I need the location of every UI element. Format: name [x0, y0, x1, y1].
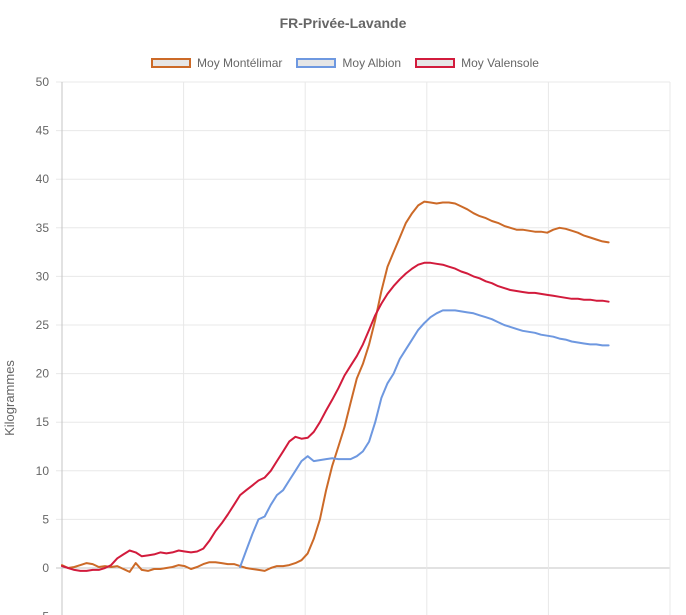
y-tick-label: 40 — [36, 172, 50, 186]
y-axis-label: Kilogrammes — [2, 360, 17, 436]
legend-label-valensole: Moy Valensole — [461, 56, 539, 70]
chart-title: FR-Privée-Lavande — [279, 15, 407, 31]
y-tick-label: 5 — [42, 512, 49, 526]
legend-label-albion: Moy Albion — [342, 56, 402, 70]
legend-swatch-montelimar — [151, 58, 192, 68]
series-line-0 — [61, 200, 610, 573]
y-tick-label: 50 — [36, 75, 50, 89]
series-line-1 — [239, 309, 610, 568]
legend-item-albion[interactable]: Moy Albion — [292, 56, 401, 70]
y-tick-label: 15 — [36, 415, 50, 429]
y-tick-label: 30 — [36, 269, 50, 283]
series-lines — [61, 200, 610, 573]
y-tick-label: 25 — [36, 318, 50, 332]
y-tick-label: 20 — [36, 367, 50, 381]
legend-item-montelimar[interactable]: Moy Montélimar — [147, 56, 282, 70]
y-tick-label: 0 — [42, 561, 49, 575]
y-tick-label: 45 — [36, 124, 50, 138]
legend: Moy Montélimar Moy Albion Moy Valensole — [0, 56, 686, 70]
legend-swatch-valensole — [415, 58, 456, 68]
legend-swatch-albion — [296, 58, 337, 68]
grid — [56, 81, 671, 615]
legend-item-valensole[interactable]: Moy Valensole — [411, 56, 539, 70]
y-tick-label: -5 — [38, 610, 49, 615]
y-tick-label: 10 — [36, 464, 50, 478]
series-line-2 — [61, 261, 610, 572]
legend-label-montelimar: Moy Montélimar — [197, 56, 283, 70]
y-tick-label: 35 — [36, 221, 50, 235]
